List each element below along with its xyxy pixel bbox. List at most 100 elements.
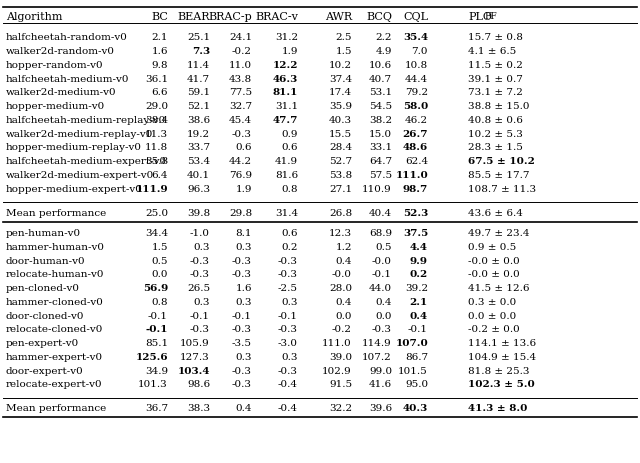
Text: 107.0: 107.0 (396, 338, 428, 347)
Text: 52.7: 52.7 (329, 157, 352, 166)
Text: 38.6: 38.6 (187, 116, 210, 125)
Text: 0.0 ± 0.0: 0.0 ± 0.0 (468, 311, 516, 320)
Text: 38.8 ± 15.0: 38.8 ± 15.0 (468, 102, 529, 111)
Text: 107.2: 107.2 (362, 352, 392, 361)
Text: 43.6 ± 6.4: 43.6 ± 6.4 (468, 208, 523, 217)
Text: 29.8: 29.8 (229, 208, 252, 217)
Text: -3.5: -3.5 (232, 338, 252, 347)
Text: 27.1: 27.1 (329, 184, 352, 194)
Text: 49.7 ± 23.4: 49.7 ± 23.4 (468, 228, 529, 238)
Text: Mean performance: Mean performance (6, 404, 106, 413)
Text: 1.6: 1.6 (152, 47, 168, 56)
Text: 28.3 ± 1.5: 28.3 ± 1.5 (468, 143, 523, 152)
Text: 0.0: 0.0 (152, 270, 168, 279)
Text: 81.1: 81.1 (273, 88, 298, 97)
Text: 9.9: 9.9 (410, 256, 428, 265)
Text: 0.9: 0.9 (282, 129, 298, 138)
Text: 101.3: 101.3 (138, 380, 168, 388)
Text: -0.4: -0.4 (278, 404, 298, 413)
Text: 1.5: 1.5 (152, 242, 168, 251)
Text: BCQ: BCQ (366, 12, 392, 22)
Text: 41.6: 41.6 (369, 380, 392, 388)
Text: 32.2: 32.2 (329, 404, 352, 413)
Text: 35.8: 35.8 (145, 157, 168, 166)
Text: -1.0: -1.0 (190, 228, 210, 238)
Text: 0.4: 0.4 (236, 404, 252, 413)
Text: -0.1: -0.1 (145, 325, 168, 334)
Text: -0.0: -0.0 (332, 270, 352, 279)
Text: 25.0: 25.0 (145, 208, 168, 217)
Text: 56.9: 56.9 (143, 283, 168, 293)
Text: 19.2: 19.2 (187, 129, 210, 138)
Text: door-expert-v0: door-expert-v0 (6, 366, 84, 375)
Text: 98.7: 98.7 (403, 184, 428, 194)
Text: 110.9: 110.9 (362, 184, 392, 194)
Text: -0.0 ± 0.0: -0.0 ± 0.0 (468, 256, 520, 265)
Text: pen-cloned-v0: pen-cloned-v0 (6, 283, 80, 293)
Text: 7.3: 7.3 (192, 47, 210, 56)
Text: halfcheetah-medium-replay-v0: halfcheetah-medium-replay-v0 (6, 116, 166, 125)
Text: 111.9: 111.9 (136, 184, 168, 194)
Text: relocate-expert-v0: relocate-expert-v0 (6, 380, 102, 388)
Text: -0.3: -0.3 (372, 325, 392, 334)
Text: -0.2: -0.2 (232, 47, 252, 56)
Text: 7.0: 7.0 (412, 47, 428, 56)
Text: 15.5: 15.5 (329, 129, 352, 138)
Text: 73.1 ± 7.2: 73.1 ± 7.2 (468, 88, 523, 97)
Text: -0.3: -0.3 (278, 270, 298, 279)
Text: 15.0: 15.0 (369, 129, 392, 138)
Text: 85.1: 85.1 (145, 338, 168, 347)
Text: 38.4: 38.4 (145, 116, 168, 125)
Text: 98.6: 98.6 (187, 380, 210, 388)
Text: 59.1: 59.1 (187, 88, 210, 97)
Text: 85.5 ± 17.7: 85.5 ± 17.7 (468, 170, 529, 180)
Text: 2.2: 2.2 (376, 33, 392, 42)
Text: 41.5 ± 12.6: 41.5 ± 12.6 (468, 283, 529, 293)
Text: 53.1: 53.1 (369, 88, 392, 97)
Text: -0.3: -0.3 (232, 256, 252, 265)
Text: -0.3: -0.3 (278, 325, 298, 334)
Text: 101.5: 101.5 (398, 366, 428, 375)
Text: 28.0: 28.0 (329, 283, 352, 293)
Text: relocate-human-v0: relocate-human-v0 (6, 270, 104, 279)
Text: 0.3: 0.3 (236, 352, 252, 361)
Text: 0.5: 0.5 (376, 242, 392, 251)
Text: hammer-expert-v0: hammer-expert-v0 (6, 352, 103, 361)
Text: 10.2: 10.2 (329, 61, 352, 69)
Text: -0.2: -0.2 (332, 325, 352, 334)
Text: -0.0: -0.0 (372, 256, 392, 265)
Text: 64.7: 64.7 (369, 157, 392, 166)
Text: 31.1: 31.1 (275, 102, 298, 111)
Text: 33.1: 33.1 (369, 143, 392, 152)
Text: 76.9: 76.9 (229, 170, 252, 180)
Text: 53.8: 53.8 (329, 170, 352, 180)
Text: -0.3: -0.3 (232, 325, 252, 334)
Text: 40.8 ± 0.6: 40.8 ± 0.6 (468, 116, 523, 125)
Text: 1.9: 1.9 (282, 47, 298, 56)
Text: 54.5: 54.5 (369, 102, 392, 111)
Text: 111.0: 111.0 (323, 338, 352, 347)
Text: 105.9: 105.9 (180, 338, 210, 347)
Text: 1.5: 1.5 (335, 47, 352, 56)
Text: 0.3: 0.3 (236, 242, 252, 251)
Text: 0.5: 0.5 (152, 256, 168, 265)
Text: 40.7: 40.7 (369, 75, 392, 83)
Text: 0.3: 0.3 (193, 297, 210, 306)
Text: door-cloned-v0: door-cloned-v0 (6, 311, 84, 320)
Text: 11.5 ± 0.2: 11.5 ± 0.2 (468, 61, 523, 69)
Text: 10.2 ± 5.3: 10.2 ± 5.3 (468, 129, 523, 138)
Text: 10.6: 10.6 (369, 61, 392, 69)
Text: 41.9: 41.9 (275, 157, 298, 166)
Text: 32.7: 32.7 (229, 102, 252, 111)
Text: 2.1: 2.1 (152, 33, 168, 42)
Text: hopper-random-v0: hopper-random-v0 (6, 61, 104, 69)
Text: 4.4: 4.4 (410, 242, 428, 251)
Text: PLO: PLO (468, 12, 492, 22)
Text: 53.4: 53.4 (187, 157, 210, 166)
Text: 125.6: 125.6 (136, 352, 168, 361)
Text: AWR: AWR (325, 12, 352, 22)
Text: 8.1: 8.1 (236, 228, 252, 238)
Text: 35.9: 35.9 (329, 102, 352, 111)
Text: walker2d-medium-expert-v0: walker2d-medium-expert-v0 (6, 170, 154, 180)
Text: 114.9: 114.9 (362, 338, 392, 347)
